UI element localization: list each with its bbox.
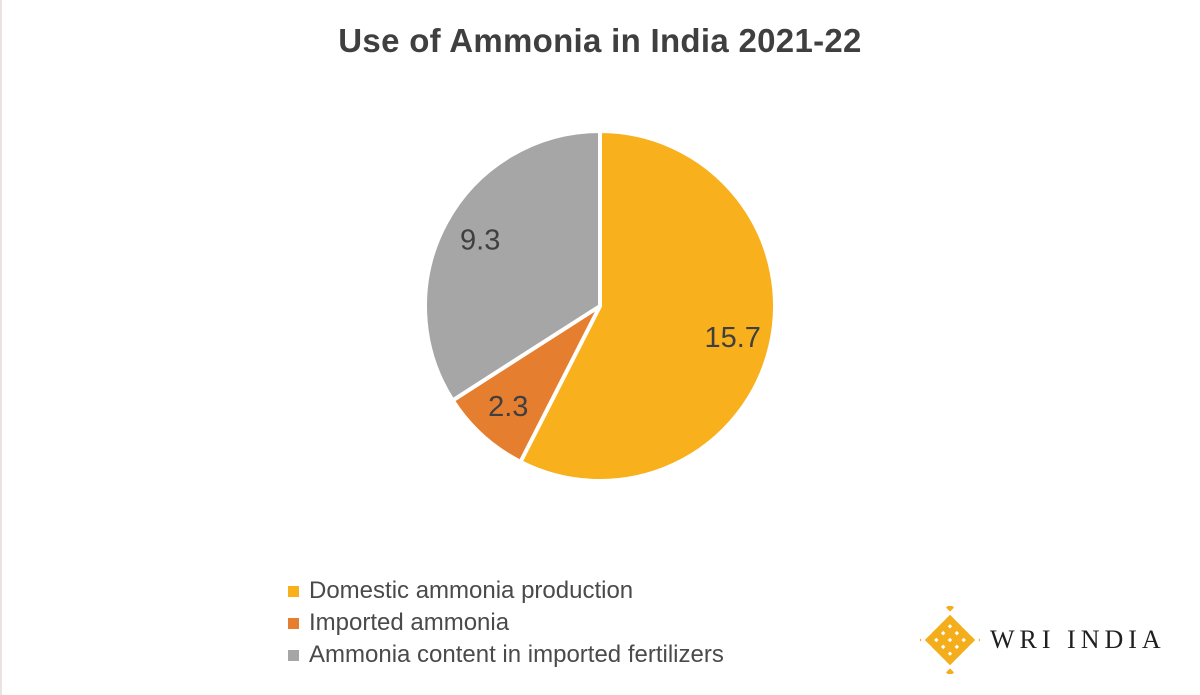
legend-swatch-fertilizers bbox=[288, 649, 299, 661]
pie-slice bbox=[422, 129, 602, 403]
legend-item: Ammonia content in imported fertilizers bbox=[288, 639, 724, 671]
pie-chart: 15.7 2.3 9.3 bbox=[390, 106, 810, 506]
pie-chart-svg: 15.7 2.3 9.3 bbox=[422, 129, 777, 483]
wri-india-logo: WRI INDIA bbox=[920, 606, 1166, 674]
legend-label: Imported ammonia bbox=[309, 609, 510, 636]
wri-india-wordmark: WRI INDIA bbox=[990, 625, 1166, 654]
legend-item: Imported ammonia bbox=[288, 607, 724, 639]
pie-slice bbox=[518, 129, 777, 483]
legend-swatch-imported bbox=[288, 617, 299, 629]
chart-title: Use of Ammonia in India 2021-22 bbox=[338, 22, 862, 59]
left-edge-line bbox=[0, 0, 2, 695]
chart-legend: Domestic ammonia production Imported amm… bbox=[288, 575, 724, 671]
legend-swatch-domestic bbox=[288, 585, 299, 597]
legend-item: Domestic ammonia production bbox=[288, 575, 724, 607]
pie-data-label: 9.3 bbox=[460, 225, 500, 257]
pie-data-label: 2.3 bbox=[488, 391, 528, 423]
legend-label: Ammonia content in imported fertilizers bbox=[309, 641, 724, 668]
pie-data-label: 15.7 bbox=[704, 322, 760, 354]
legend-label: Domestic ammonia production bbox=[309, 577, 634, 604]
wri-weave-icon bbox=[920, 606, 980, 674]
